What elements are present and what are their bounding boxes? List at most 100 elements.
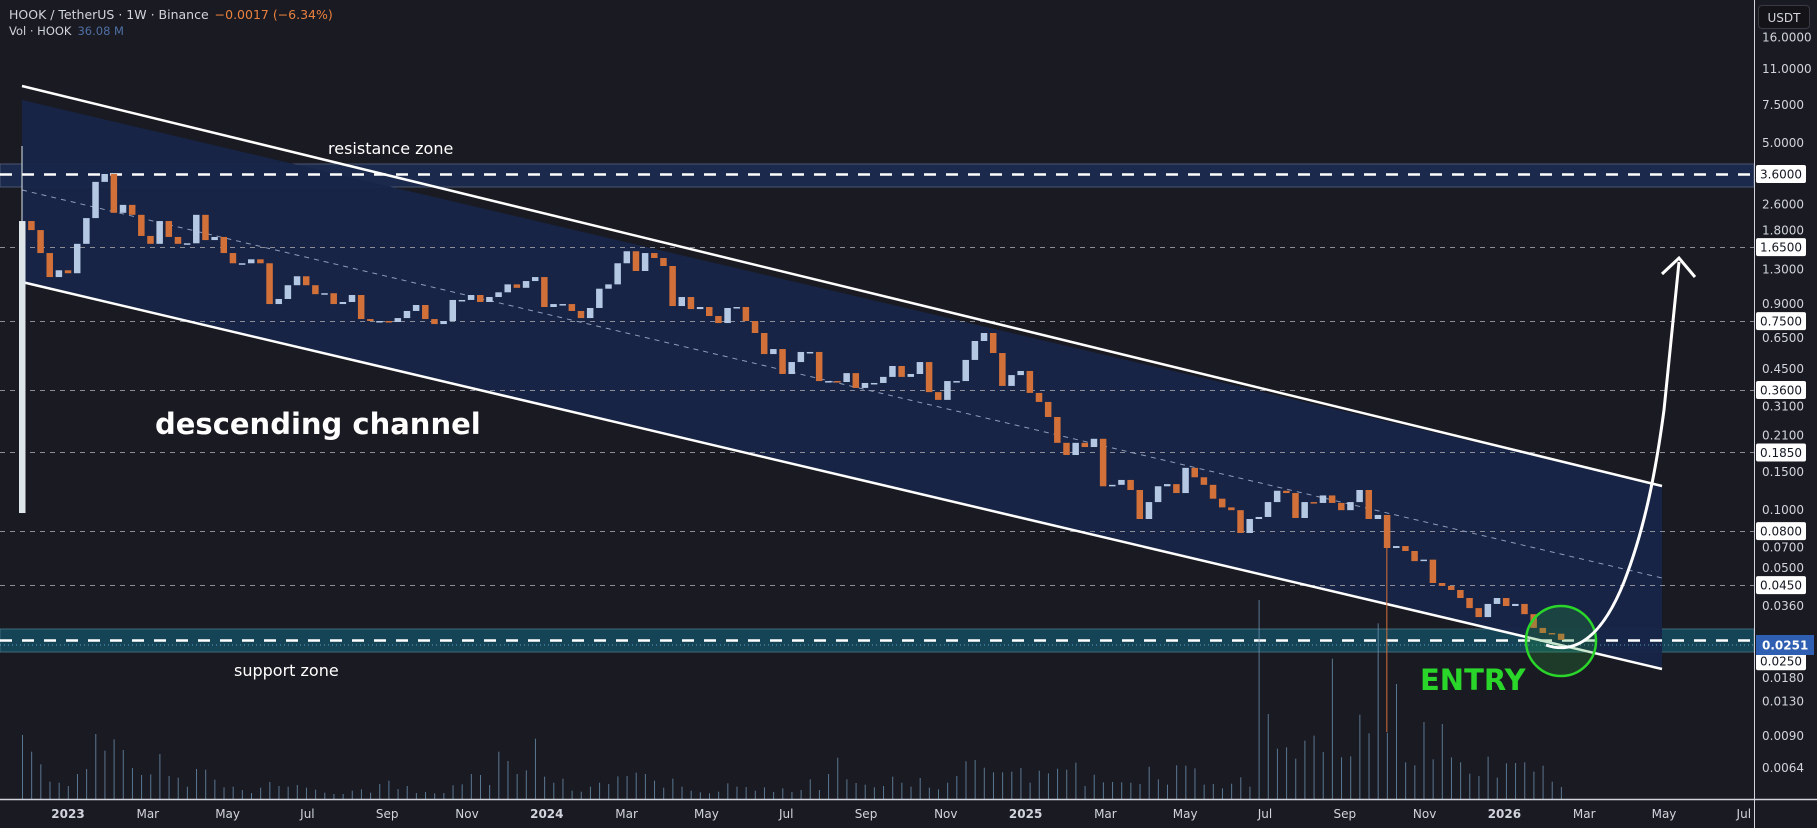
time-axis-tick: May [694,807,719,821]
channel-lower-line[interactable] [21,280,1663,671]
price-axis-tick: 0.4500 [1762,362,1804,376]
candle-body [403,310,411,319]
support-zone-label: support zone [234,661,339,680]
price-axis-tick: 16.0000 [1762,31,1812,45]
candle-body [339,301,347,305]
candle-body [257,259,264,264]
candle-body [1447,585,1455,590]
candle-body [275,298,282,305]
candle-body [1136,489,1144,520]
candle-body [1557,633,1565,640]
candle-body [312,285,319,295]
candle-body [376,321,383,323]
candle-body [1191,467,1198,478]
candle-body [73,243,81,274]
candle-body [1319,495,1327,503]
candle-body [495,292,502,298]
level-price-label-box [1756,522,1806,541]
candle-body [1154,486,1162,503]
price-change: −0.0017 (−6.34%) [214,7,333,22]
candle-body [678,297,686,307]
candle-body [1521,603,1528,615]
candle-body [1044,401,1052,417]
time-axis-tick: Mar [1094,807,1117,821]
time-axis-tick: Jul [1736,807,1751,821]
candle-body [962,359,969,382]
current-price-label-box [1756,635,1814,655]
channel-midline[interactable] [21,189,1663,579]
channel-upper-line[interactable] [21,84,1663,488]
candle-body [504,284,511,293]
candle-body [724,307,731,324]
candle-body [156,221,163,244]
candle-body [1072,442,1079,456]
symbol-title[interactable]: HOOK / TetherUS · 1W · Binance [9,7,209,22]
candle-body [486,297,493,302]
candle-body [632,251,640,272]
candle-body [293,276,301,286]
projection-arrow-path [1545,261,1681,650]
candle-body [422,304,429,320]
candle-body [669,266,676,307]
candle-body [412,304,420,311]
candle-body [19,221,26,514]
time-axis-tick: May [1173,807,1198,821]
candle-body [1118,479,1125,485]
candle-body [431,319,438,325]
currency-button[interactable]: USDT [1758,5,1810,29]
time-axis-tick: Mar [136,807,159,821]
time-axis-tick: May [1652,807,1677,821]
candle-body [586,307,594,319]
candle-body [1383,514,1391,549]
price-axis-tick: 0.1000 [1762,503,1804,517]
candle-body [458,299,466,302]
candle-body [1228,507,1235,511]
level-price-label: 0.0800 [1760,525,1802,539]
time-axis-tick: 2025 [1009,807,1042,821]
candle-body [183,243,191,245]
candle-body [1292,493,1299,518]
candle-body [1347,502,1354,511]
candle-body [788,362,795,374]
candle-body [1035,392,1043,402]
candle-body [797,351,805,363]
price-axis-tick: 1.3000 [1762,263,1804,277]
price-axis-tick: 0.0090 [1762,729,1804,743]
level-price-label: 0.3600 [1760,384,1802,398]
symbol-legend[interactable]: HOOK / TetherUS · 1W · Binance −0.0017 (−… [9,7,333,22]
candle-body [1173,484,1180,494]
candle-body [138,214,145,236]
candle-body [238,263,246,265]
candle-body [999,353,1006,386]
time-axis-tick: 2023 [51,807,84,821]
candle-body [770,349,777,355]
time-axis-tick: 2024 [530,807,563,821]
candle-body [220,236,228,254]
candle-body [1374,514,1382,520]
candle-body [531,277,539,282]
level-price-label: 3.6000 [1760,168,1802,182]
candle-body [953,381,960,383]
candle-body [1264,502,1272,517]
candle-body [522,281,530,288]
candle-body [1338,502,1345,511]
candle-body [394,318,402,323]
level-price-label: 0.0250 [1760,655,1802,669]
price-axis-tick: 0.1500 [1762,465,1804,479]
volume-legend[interactable]: Vol · HOOK 36.08 M [9,24,124,38]
candle-body [605,284,612,289]
candle-body [1164,484,1171,487]
candle-body [211,236,218,241]
candle-body [330,293,337,305]
candle-body [550,304,557,308]
candle-body [733,307,740,309]
candle-body [1484,603,1492,618]
candle-body [559,304,566,306]
candle-body [1127,479,1134,490]
price-axis-background[interactable] [1755,0,1817,828]
candle-body [229,253,237,264]
candle-body [1209,484,1217,499]
time-axis-tick: Sep [376,807,399,821]
candle-body [779,349,786,374]
